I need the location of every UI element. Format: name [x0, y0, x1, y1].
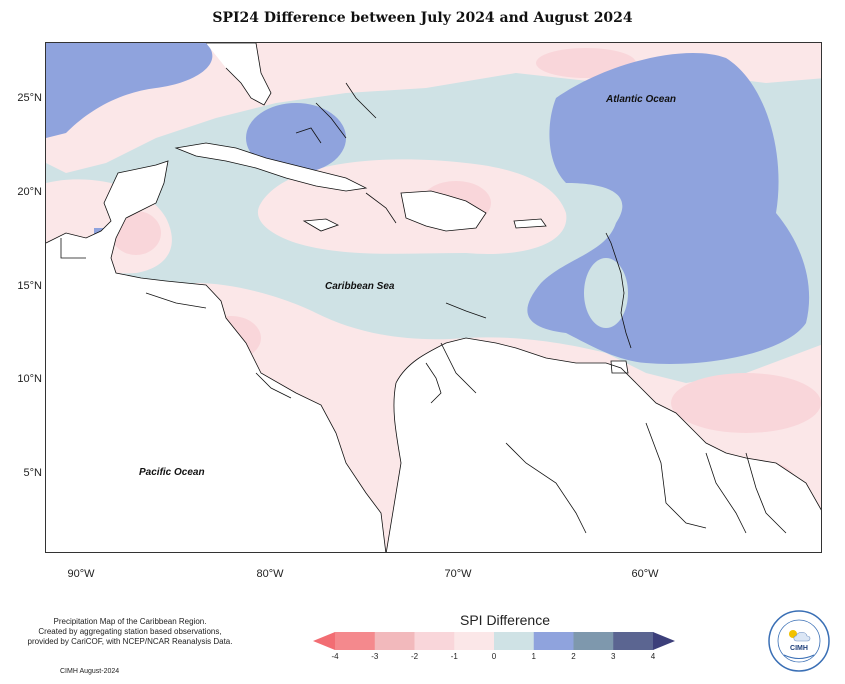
- lat-label-5n: 5°N: [23, 467, 42, 479]
- land-mexico-central-america: [46, 161, 386, 552]
- legend-tick-label: 0: [491, 652, 497, 661]
- spi-zone-blue-bahamas: [246, 103, 346, 173]
- lon-label-80w: 80°W: [256, 568, 284, 580]
- legend-swatch: [414, 632, 455, 650]
- legend-swatch: [494, 632, 535, 650]
- legend-swatch: [374, 632, 415, 650]
- spi-zone-blue-northwest: [46, 43, 213, 138]
- legend-title: SPI Difference: [459, 612, 550, 628]
- cimh-logo: CIMH: [768, 610, 830, 672]
- legend-swatch: [335, 632, 376, 650]
- legend-tick-label: 4: [650, 652, 656, 661]
- credits-line-1: Precipitation Map of the Caribbean Regio…: [53, 617, 207, 626]
- legend-tick-label: 2: [571, 652, 576, 661]
- land-south-america: [386, 338, 821, 552]
- spi-map-svg: [46, 43, 821, 552]
- legend-arrow-left: [313, 632, 335, 650]
- lon-label-60w: 60°W: [631, 568, 659, 580]
- credits-date: CIMH August-2024: [60, 668, 120, 675]
- legend-tick-label: -4: [331, 652, 339, 661]
- legend-swatch: [454, 632, 495, 650]
- land-trinidad: [611, 361, 628, 373]
- label-atlantic-ocean: Atlantic Ocean: [606, 94, 677, 105]
- legend-tick-label: -1: [450, 652, 458, 661]
- credits-line-2: Created by aggregating station based obs…: [38, 627, 222, 636]
- legend-tick-label: 1: [531, 652, 536, 661]
- legend-swatches: [335, 632, 654, 650]
- lon-label-90w: 90°W: [67, 568, 95, 580]
- land-florida: [206, 43, 271, 105]
- legend-arrow-right: [653, 632, 675, 650]
- spi-zone-blue-hole: [584, 258, 628, 328]
- legend-tick-label: -3: [371, 652, 379, 661]
- lon-label-70w: 70°W: [444, 568, 472, 580]
- map-title: SPI24 Difference between July 2024 and A…: [212, 10, 633, 26]
- wave-icon: [783, 654, 815, 659]
- legend-tick-label: 3: [611, 652, 616, 661]
- spi-map: [45, 42, 822, 553]
- cloud-icon: [793, 631, 811, 642]
- land-puerto-rico: [514, 219, 546, 228]
- lat-label-25n: 25°N: [17, 92, 42, 104]
- coastlines: [46, 43, 821, 552]
- lat-label-15n: 15°N: [17, 280, 42, 292]
- credits-line-3: provided by CariCOF, with NCEP/NCAR Rean…: [27, 637, 233, 646]
- legend-colorbar: [313, 632, 675, 650]
- legend-tick-label: -2: [410, 652, 419, 661]
- label-caribbean-sea: Caribbean Sea: [325, 281, 395, 292]
- legend-swatch: [573, 632, 614, 650]
- logo-name: CIMH: [790, 645, 808, 652]
- lat-label-10n: 10°N: [17, 373, 42, 385]
- land-cuba: [176, 143, 366, 191]
- label-pacific-ocean: Pacific Ocean: [139, 467, 205, 478]
- lat-label-20n: 20°N: [17, 186, 42, 198]
- legend-swatch: [533, 632, 574, 650]
- credits: Precipitation Map of the Caribbean Regio…: [10, 617, 250, 647]
- spi-zone-pink-atlantic-south: [671, 373, 821, 433]
- legend-swatch: [613, 632, 654, 650]
